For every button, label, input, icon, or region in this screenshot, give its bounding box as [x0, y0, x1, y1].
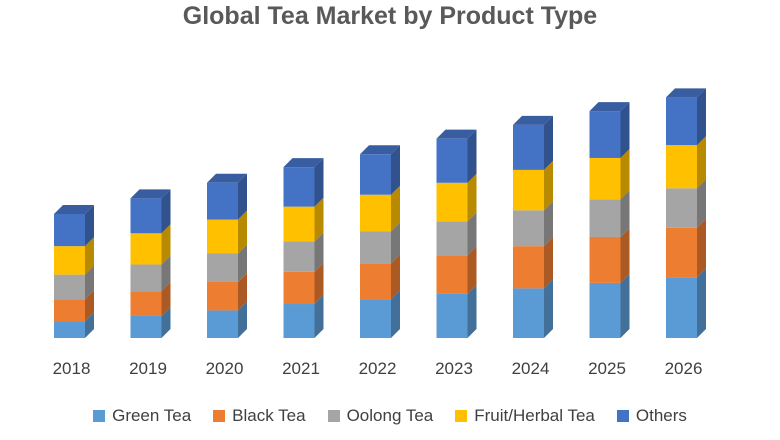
- bar-segment-fruit-herbal-tea-2020: [207, 210, 247, 254]
- bar-segment-others-2024: [513, 115, 553, 170]
- bar-segment-black-tea-2024: [513, 237, 553, 289]
- bar-segment-others-2021: [283, 158, 324, 207]
- legend-item-green-tea: Green Tea: [93, 406, 191, 426]
- legend-item-black-tea: Black Tea: [213, 406, 306, 426]
- x-tick-label-2018: 2018: [53, 359, 91, 378]
- bar-segment-fruit-herbal-tea-2023: [436, 173, 477, 222]
- bar-segment-others-2020: [207, 173, 247, 220]
- legend: Green Tea Black Tea Oolong Tea Fruit/Herbal…: [0, 406, 780, 426]
- bar-segment-black-tea-2019: [130, 282, 171, 316]
- legend-item-oolong-tea: Oolong Tea: [327, 406, 434, 426]
- bar-segment-oolong-tea-2024: [513, 201, 553, 247]
- x-axis-ticks: 2018 2019 2020 2021 2022 2023 2024 2025 2026: [53, 359, 703, 378]
- bar-segment-green-tea-2021: [283, 295, 324, 338]
- bar-segment-others-2023: [436, 129, 477, 183]
- bar-segment-green-tea-2025: [589, 273, 630, 338]
- x-tick-label-2021: 2021: [282, 359, 320, 378]
- bar-segment-black-tea-2025: [589, 227, 630, 283]
- bar-segment-oolong-tea-2019: [130, 255, 171, 292]
- bar-segment-black-tea-2020: [207, 272, 247, 311]
- bar-segment-oolong-tea-2022: [360, 222, 400, 264]
- bar-segment-green-tea-2026: [666, 268, 706, 338]
- chart-title: Global Tea Market by Product Type: [182, 2, 598, 30]
- bar-segment-others-2019: [130, 189, 171, 234]
- bar-segment-black-tea-2022: [360, 254, 400, 300]
- bar-segment-fruit-herbal-tea-2022: [360, 185, 400, 232]
- bar-segment-oolong-tea-2018: [54, 265, 94, 300]
- legend-swatch-green-tea: [93, 410, 106, 422]
- bar-segment-fruit-herbal-tea-2025: [589, 148, 630, 200]
- legend-swatch-black-tea: [213, 410, 226, 422]
- legend-label-oolong-tea: Oolong Tea: [346, 406, 434, 425]
- bar-segment-green-tea-2018: [54, 312, 94, 338]
- bar-segment-fruit-herbal-tea-2024: [513, 160, 553, 211]
- bar-segment-black-tea-2023: [436, 246, 477, 294]
- bar-segment-others-2025: [589, 102, 630, 158]
- bar-segment-fruit-herbal-tea-2019: [130, 224, 171, 265]
- x-tick-label-2023: 2023: [435, 359, 473, 378]
- x-tick-label-2022: 2022: [359, 359, 397, 378]
- legend-swatch-fruit-herbal-tea: [455, 410, 468, 422]
- x-tick-label-2026: 2026: [665, 359, 703, 378]
- bars-layer: [54, 88, 706, 338]
- bar-segment-fruit-herbal-tea-2018: [54, 237, 94, 275]
- bar-segment-black-tea-2018: [54, 290, 94, 322]
- bar-segment-black-tea-2026: [666, 218, 706, 278]
- legend-label-fruit-herbal-tea: Fruit/Herbal Tea: [474, 406, 595, 425]
- bar-segment-green-tea-2023: [436, 284, 477, 338]
- bar-segment-black-tea-2021: [283, 262, 324, 305]
- legend-label-black-tea: Black Tea: [232, 406, 306, 425]
- bar-segment-fruit-herbal-tea-2026: [666, 136, 706, 189]
- bar-segment-oolong-tea-2023: [436, 212, 477, 256]
- bar-segment-green-tea-2020: [207, 301, 247, 338]
- bar-segment-oolong-tea-2026: [666, 179, 706, 228]
- legend-label-others: Others: [635, 406, 687, 425]
- bar-segment-green-tea-2022: [360, 290, 400, 338]
- bar-segment-green-tea-2019: [130, 306, 171, 338]
- legend-item-others: Others: [616, 406, 687, 426]
- legend-swatch-others: [616, 410, 629, 422]
- bar-segment-fruit-herbal-tea-2021: [283, 197, 324, 242]
- x-tick-label-2025: 2025: [588, 359, 626, 378]
- bar-segment-others-2026: [666, 88, 706, 146]
- bar-segment-others-2018: [54, 205, 94, 247]
- bar-segment-oolong-tea-2025: [589, 190, 630, 237]
- bar-segment-oolong-tea-2021: [283, 232, 324, 272]
- x-tick-label-2024: 2024: [512, 359, 550, 378]
- bar-segment-others-2022: [360, 145, 400, 195]
- legend-swatch-oolong-tea: [327, 410, 340, 422]
- legend-label-green-tea: Green Tea: [112, 406, 192, 425]
- bar-segment-oolong-tea-2020: [207, 244, 247, 282]
- bar-segment-green-tea-2024: [513, 279, 553, 338]
- legend-item-fruit-herbal-tea: Fruit/Herbal Tea: [455, 406, 595, 426]
- x-tick-label-2019: 2019: [129, 359, 167, 378]
- x-tick-label-2020: 2020: [206, 359, 244, 378]
